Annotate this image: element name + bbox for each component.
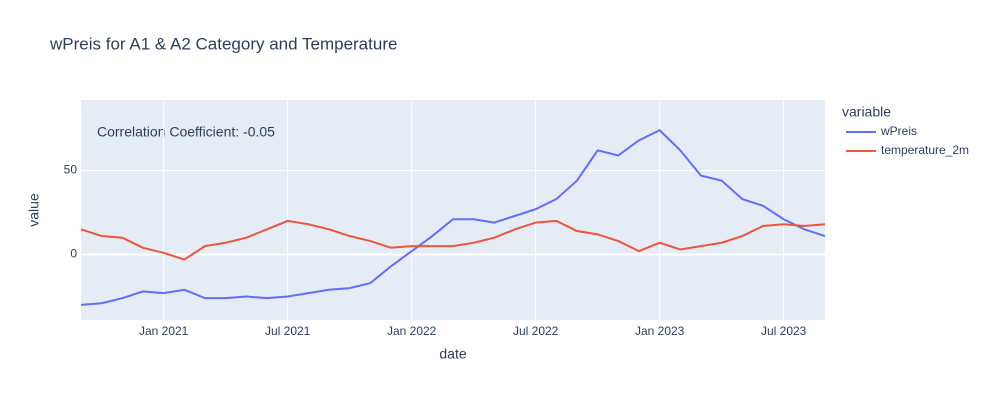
x-tick-label: Jan 2023 bbox=[635, 324, 685, 338]
series-line bbox=[80, 219, 826, 261]
x-tick-label: Jan 2022 bbox=[387, 324, 437, 338]
series-line bbox=[80, 129, 826, 306]
x-tick-label: Jul 2023 bbox=[761, 324, 807, 338]
y-tick-label: 50 bbox=[64, 163, 78, 177]
y-tick-label: 0 bbox=[70, 247, 77, 261]
x-tick-label: Jan 2021 bbox=[139, 324, 189, 338]
x-axis-title: date bbox=[439, 346, 466, 362]
chart-title: wPreis for A1 & A2 Category and Temperat… bbox=[49, 34, 397, 53]
plot-area bbox=[81, 100, 825, 320]
legend-title: variable bbox=[842, 104, 891, 120]
y-axis-title: value bbox=[26, 193, 42, 227]
annotation: Correlation Coefficient: -0.05 bbox=[97, 124, 275, 140]
x-tick-label: Jul 2022 bbox=[513, 324, 559, 338]
x-tick-label: Jul 2021 bbox=[265, 324, 311, 338]
legend-label: wPreis bbox=[880, 124, 917, 138]
legend-label: temperature_2m bbox=[881, 143, 969, 157]
